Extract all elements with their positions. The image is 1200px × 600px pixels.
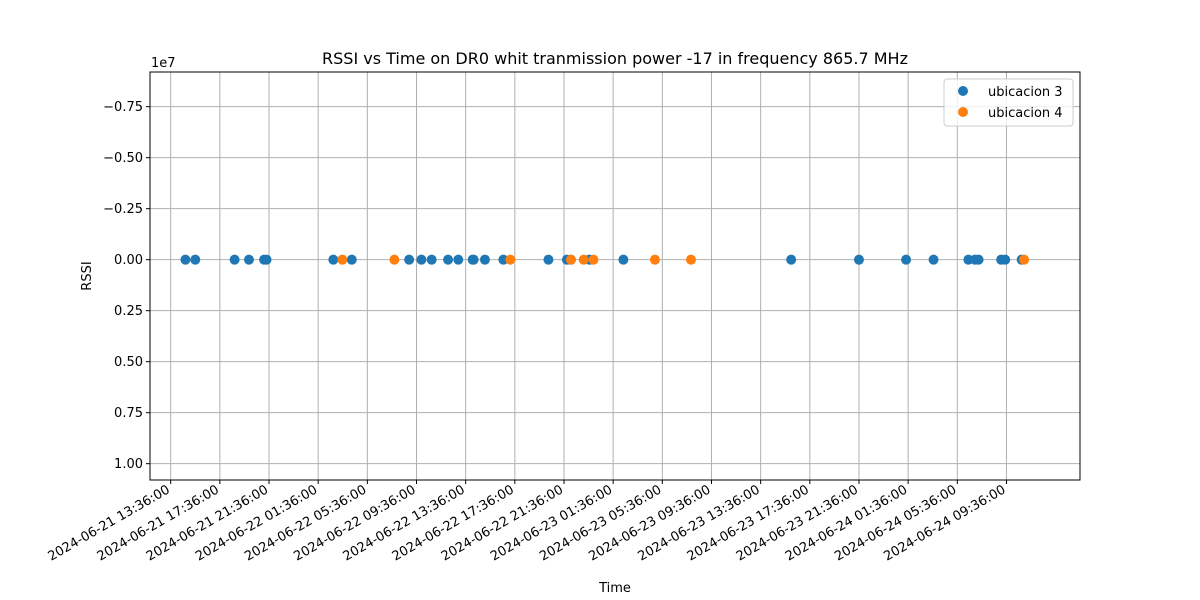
y-tick-label: 1.00	[114, 457, 143, 472]
x-axis-title: Time	[598, 581, 631, 596]
point-ubicacion-3	[229, 254, 240, 265]
point-ubicacion-4	[588, 254, 599, 265]
legend-label-ubicacion-3: ubicacion 3	[988, 85, 1063, 100]
y-tick-label: −0.75	[103, 100, 143, 115]
y-axis-title: RSSI	[80, 261, 95, 290]
point-ubicacion-3	[853, 254, 864, 265]
plot-area	[149, 71, 1081, 481]
legend-frame	[943, 78, 1074, 127]
point-ubicacion-3	[416, 254, 427, 265]
y-tick-label: 0.50	[114, 355, 143, 370]
point-ubicacion-3	[426, 254, 437, 265]
point-ubicacion-3	[468, 254, 479, 265]
data-points	[180, 254, 1030, 265]
point-ubicacion-4	[649, 254, 660, 265]
point-ubicacion-3	[786, 254, 797, 265]
point-ubicacion-3	[261, 254, 272, 265]
grid	[150, 72, 1080, 480]
point-ubicacion-3	[543, 254, 554, 265]
legend-marker-ubicacion-4	[958, 107, 968, 117]
y-tick-label: 0.75	[114, 406, 143, 421]
y-tick-label: −0.25	[103, 202, 143, 217]
point-ubicacion-3	[973, 254, 984, 265]
point-ubicacion-3	[1000, 254, 1011, 265]
point-ubicacion-4	[337, 254, 348, 265]
point-ubicacion-3	[479, 254, 490, 265]
y-tick-label: −0.50	[103, 151, 143, 166]
point-ubicacion-4	[389, 254, 400, 265]
y-tick-label: 0.00	[114, 253, 143, 268]
point-ubicacion-3	[328, 254, 339, 265]
point-ubicacion-4	[685, 254, 696, 265]
point-ubicacion-3	[346, 254, 357, 265]
y-tick-label: 0.25	[114, 304, 143, 319]
point-ubicacion-4	[505, 254, 516, 265]
point-ubicacion-3	[618, 254, 629, 265]
point-ubicacion-3	[443, 254, 454, 265]
point-ubicacion-4	[1019, 254, 1030, 265]
legend: ubicacion 3 ubicacion 4	[943, 78, 1074, 127]
legend-marker-ubicacion-3	[958, 86, 968, 96]
point-ubicacion-3	[901, 254, 912, 265]
point-ubicacion-3	[928, 254, 939, 265]
point-ubicacion-3	[190, 254, 201, 265]
point-ubicacion-4	[578, 254, 589, 265]
point-ubicacion-4	[565, 254, 576, 265]
point-ubicacion-3	[498, 254, 509, 265]
y-offset-label: 1e7	[151, 56, 176, 71]
point-ubicacion-3	[243, 254, 254, 265]
y-axis: −0.75 −0.50 −0.25 0.00 0.25 0.50 0.75 1.00	[103, 100, 150, 472]
legend-label-ubicacion-4: ubicacion 4	[988, 106, 1063, 121]
point-ubicacion-3	[453, 254, 464, 265]
chart-title: RSSI vs Time on DR0 whit tranmission pow…	[322, 49, 908, 68]
point-ubicacion-3	[180, 254, 191, 265]
point-ubicacion-3	[404, 254, 415, 265]
